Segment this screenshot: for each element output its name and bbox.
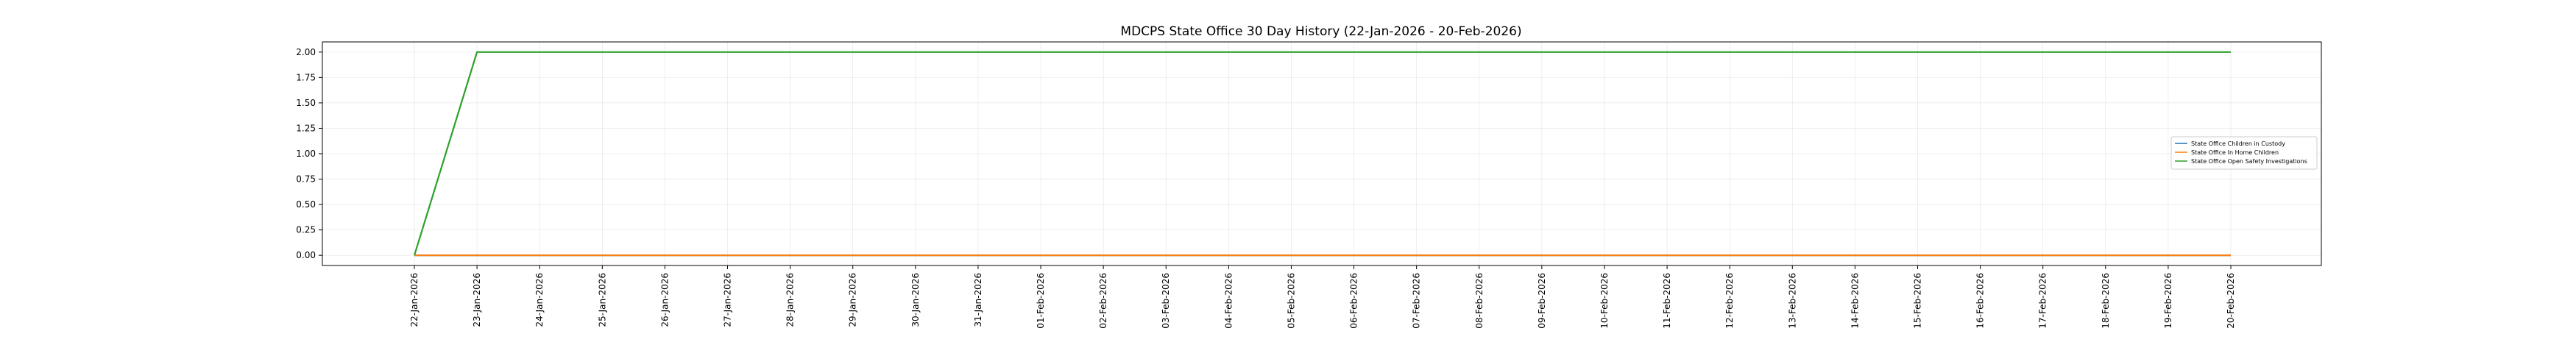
legend-label: State Office In Home Children [2191,149,2279,156]
x-tick-label: 07-Feb-2026 [1412,273,1422,329]
legend: State Office Children in Custody State Of… [2170,136,2318,170]
x-tick-label: 17-Feb-2026 [2038,273,2048,329]
x-tick-label: 12-Feb-2026 [1724,273,1735,329]
legend-label: State Office Children in Custody [2191,140,2285,147]
x-tick-label: 25-Jan-2026 [597,273,607,327]
x-tick-label: 28-Jan-2026 [785,273,796,327]
y-tick-label: 1.00 [296,149,316,159]
y-tick-label: 0.00 [296,250,316,260]
x-tick-label: 26-Jan-2026 [659,273,670,327]
x-tick-label: 06-Feb-2026 [1349,273,1359,329]
x-tick-label: 05-Feb-2026 [1286,273,1296,329]
y-tick-label: 1.75 [296,72,316,82]
x-tick-label: 16-Feb-2026 [1975,273,1986,329]
x-tick-label: 13-Feb-2026 [1787,273,1797,329]
x-tick-label: 30-Jan-2026 [910,273,921,327]
y-tick-label: 1.25 [296,123,316,133]
series-line [413,51,2231,256]
x-axis: 22-Jan-2026 23-Jan-2026 24-Jan-2026 25-Jan-… [409,265,2236,329]
y-tick-label: 2.00 [296,47,316,57]
series-lines [413,51,2231,257]
x-tick-label: 22-Jan-2026 [409,273,420,327]
chart-title: MDCPS State Office 30 Day History (22-Ja… [1120,24,1521,39]
y-axis: 0.00 0.25 0.50 0.75 1.00 1.25 1.50 1.75 2.00 [296,47,322,260]
x-tick-label: 10-Feb-2026 [1599,273,1610,329]
x-tick-label: 23-Jan-2026 [472,273,482,327]
x-tick-label: 29-Jan-2026 [848,273,858,327]
x-tick-label: 19-Feb-2026 [2163,273,2173,329]
y-tick-label: 0.25 [296,225,316,235]
x-tick-label: 03-Feb-2026 [1161,273,1171,329]
x-tick-label: 04-Feb-2026 [1223,273,1234,329]
y-tick-label: 0.50 [296,199,316,210]
x-tick-label: 14-Feb-2026 [1850,273,1860,329]
legend-box [2170,136,2318,170]
x-tick-label: 11-Feb-2026 [1662,273,1672,329]
legend-label: State Office Open Safety Investigations [2191,158,2307,165]
x-tick-label: 27-Jan-2026 [723,273,733,327]
x-tick-label: 20-Feb-2026 [2226,273,2236,329]
x-tick-label: 01-Feb-2026 [1036,273,1046,329]
x-tick-label: 24-Jan-2026 [534,273,545,327]
y-tick-label: 0.75 [296,174,316,185]
x-tick-label: 09-Feb-2026 [1537,273,1547,329]
x-tick-label: 18-Feb-2026 [2101,273,2111,329]
x-tick-label: 08-Feb-2026 [1474,273,1485,329]
x-tick-label: 15-Feb-2026 [1912,273,1922,329]
y-tick-label: 1.50 [296,98,316,108]
x-tick-label: 02-Feb-2026 [1098,273,1108,329]
x-tick-label: 31-Jan-2026 [973,273,983,327]
grid [322,42,2321,265]
